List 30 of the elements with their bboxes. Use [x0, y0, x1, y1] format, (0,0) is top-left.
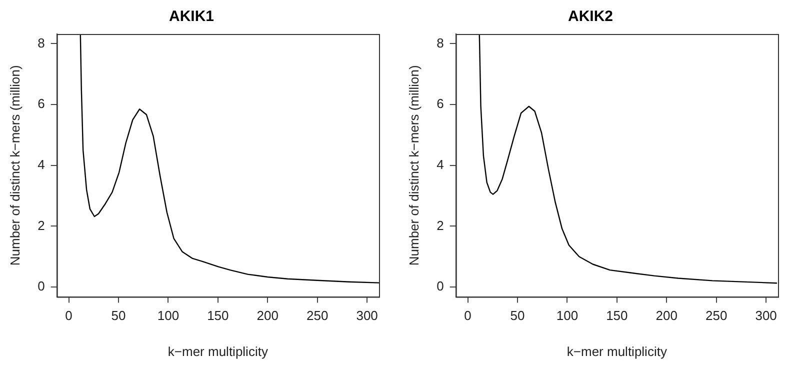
y-tick-label: 4 [436, 156, 444, 172]
y-tick-label: 6 [436, 96, 444, 112]
x-tick-label: 150 [606, 308, 628, 324]
y-tick-label: 4 [38, 156, 45, 172]
chart-title: AKIK2 [568, 8, 614, 26]
x-axis-title: k−mer multiplicity [566, 344, 668, 359]
x-tick-label: 100 [556, 308, 578, 324]
x-tick-label: 100 [157, 308, 180, 324]
x-tick-label: 200 [656, 308, 678, 324]
x-tick-label: 50 [111, 308, 126, 324]
x-tick-label: 250 [306, 308, 328, 324]
x-axis-title: k−mer multiplicity [168, 344, 268, 359]
x-tick-label: 0 [65, 308, 72, 324]
x-tick-label: 200 [256, 308, 278, 324]
y-tick-label: 8 [38, 35, 45, 50]
x-tick-label: 300 [755, 308, 777, 324]
y-tick-label: 0 [38, 278, 45, 294]
y-tick-label: 0 [436, 278, 444, 294]
x-tick-label: 0 [464, 308, 472, 324]
y-tick-label: 6 [38, 96, 45, 112]
x-tick-label: 150 [207, 308, 229, 324]
x-tick-label: 300 [356, 308, 378, 324]
x-tick-label: 250 [706, 308, 728, 324]
y-axis-title: Number of distinct k−mers (million) [7, 65, 22, 266]
y-axis-title: Number of distinct k−mers (million) [406, 65, 422, 266]
y-tick-label: 2 [436, 218, 444, 233]
y-tick-label: 8 [436, 35, 444, 50]
y-tick-label: 2 [38, 218, 45, 233]
x-tick-label: 50 [510, 308, 525, 324]
chart-title: AKIK1 [168, 8, 214, 26]
